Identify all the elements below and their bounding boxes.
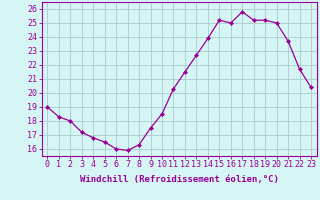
X-axis label: Windchill (Refroidissement éolien,°C): Windchill (Refroidissement éolien,°C) (80, 175, 279, 184)
